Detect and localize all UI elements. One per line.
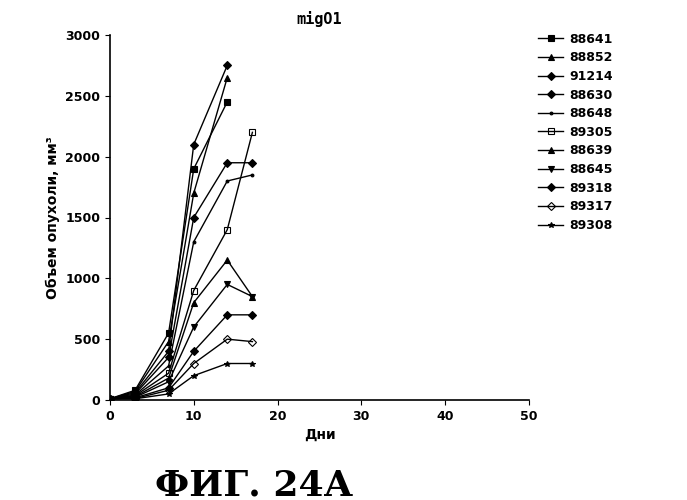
88639 [131,394,139,400]
X-axis label: Дни: Дни [304,428,335,442]
Line: 91214: 91214 [107,62,230,402]
89308 [190,372,198,378]
89318 [164,385,172,391]
88645 [190,324,198,330]
91214 [131,390,139,396]
Line: 88645: 88645 [107,282,255,402]
88852 [190,190,198,196]
91214 [164,348,172,354]
89317 [164,388,172,394]
88641 [106,396,114,402]
88645 [223,282,232,288]
88645 [131,394,139,400]
89305 [223,226,232,232]
88639 [248,294,256,300]
88648 [131,392,139,398]
88648 [164,363,172,369]
89317 [106,396,114,402]
Line: 88641: 88641 [107,99,230,402]
88645 [248,294,256,300]
88630 [164,354,172,360]
Text: ФИГ. 24А: ФИГ. 24А [155,468,353,500]
88852 [223,74,232,80]
88630 [106,396,114,402]
89317 [248,338,256,344]
89308 [223,360,232,366]
89308 [106,396,114,402]
Line: 88639: 88639 [107,258,255,402]
89318 [223,312,232,318]
88648 [223,178,232,184]
Line: 89308: 89308 [107,360,255,402]
88852 [131,388,139,394]
Y-axis label: Объем опухоли, мм³: Объем опухоли, мм³ [45,136,60,299]
89308 [248,360,256,366]
88639 [106,396,114,402]
89317 [223,336,232,342]
91214 [223,62,232,68]
Line: 89305: 89305 [107,130,255,402]
Line: 89317: 89317 [107,336,255,402]
88641 [131,388,139,394]
89318 [106,396,114,402]
88852 [164,338,172,344]
89318 [248,312,256,318]
88648 [190,239,198,245]
88641 [223,99,232,105]
89305 [190,288,198,294]
88641 [164,330,172,336]
88630 [223,160,232,166]
89305 [131,392,139,398]
88648 [106,396,114,402]
88630 [131,391,139,397]
88639 [223,257,232,263]
88630 [190,214,198,220]
88630 [248,160,256,166]
88648 [248,172,256,178]
89305 [106,396,114,402]
89305 [248,130,256,136]
88645 [106,396,114,402]
88852 [106,396,114,402]
88645 [164,379,172,385]
Line: 88630: 88630 [107,160,255,402]
89308 [164,391,172,397]
89318 [190,348,198,354]
Line: 88852: 88852 [107,75,230,402]
89305 [164,370,172,376]
89317 [131,396,139,402]
Line: 89318: 89318 [107,312,255,402]
Legend: 88641, 88852, 91214, 88630, 88648, 89305, 88639, 88645, 89318, 89317, 89308: 88641, 88852, 91214, 88630, 88648, 89305… [533,28,618,237]
88641 [190,166,198,172]
Line: 88648: 88648 [107,172,255,402]
91214 [190,142,198,148]
Title: migO1: migO1 [297,11,342,27]
91214 [106,396,114,402]
88639 [164,375,172,381]
89317 [190,360,198,366]
89318 [131,395,139,401]
89308 [131,396,139,402]
88639 [190,300,198,306]
